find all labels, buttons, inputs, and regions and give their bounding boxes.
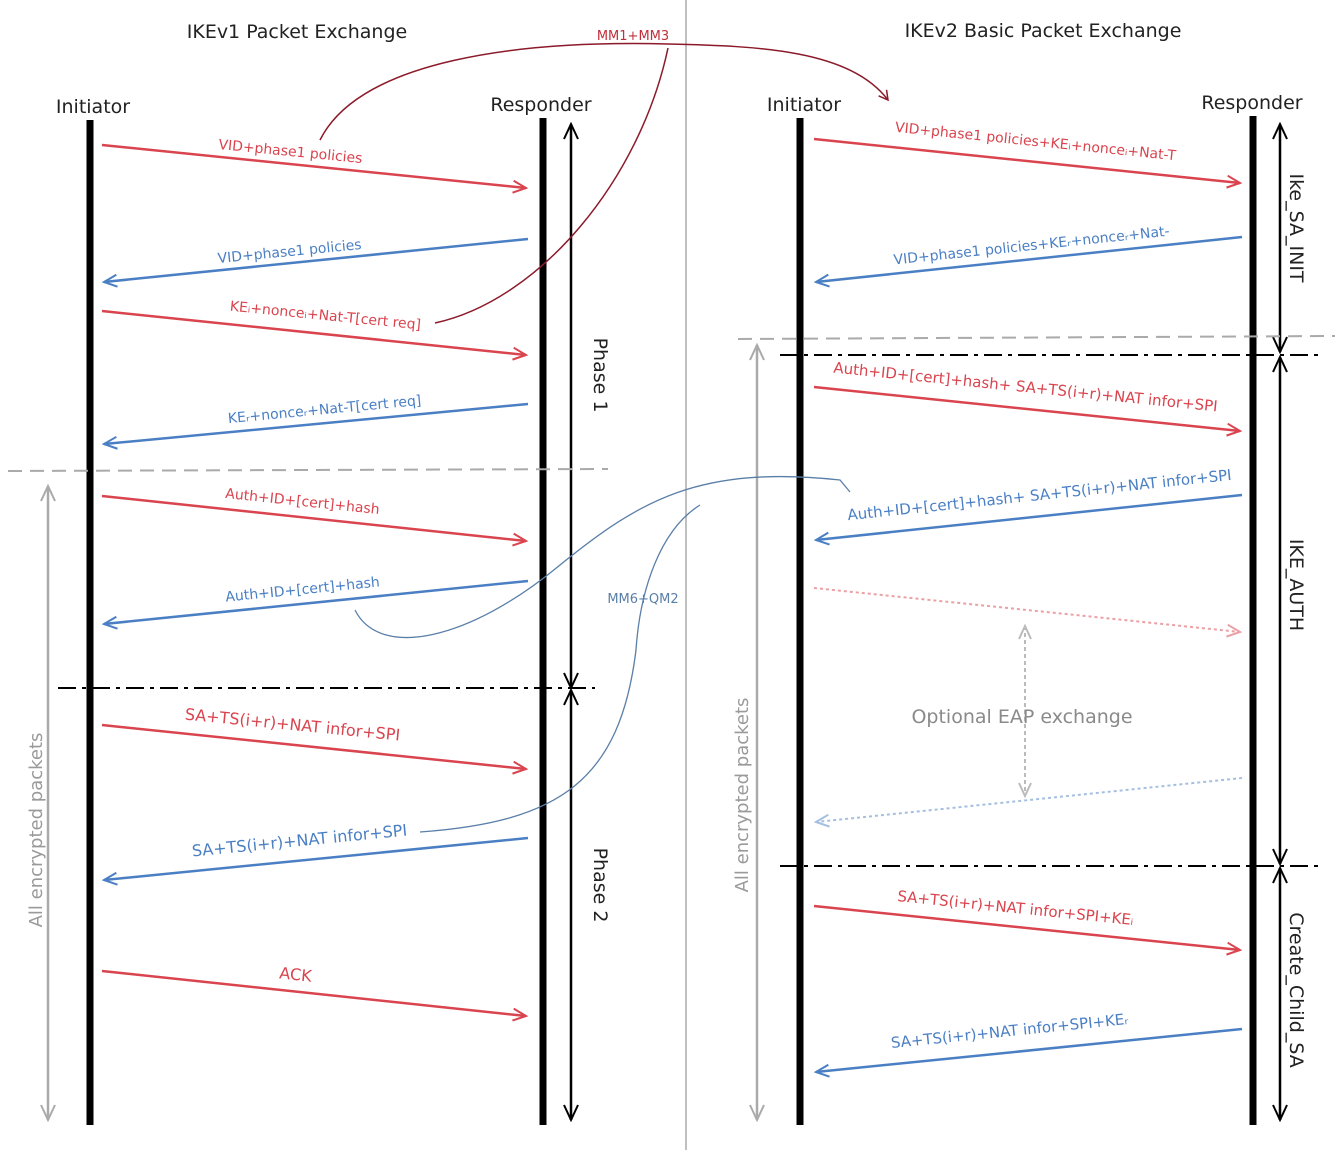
ikev2-msg-1-label: VID+phase1 policies+KEᵢ+nonceᵢ+Nat-T bbox=[894, 120, 1177, 164]
ikev2-encryption-divider bbox=[737, 335, 1335, 340]
ikev2-msg-5-arrow bbox=[813, 904, 1240, 950]
ikev1-msg-5-label: Auth+ID+[cert]+hash bbox=[224, 486, 380, 518]
ikev1-msg-8-label: SA+TS(i+r)+NAT infor+SPI bbox=[191, 821, 408, 861]
mm1-mm3-label: MM1+MM3 bbox=[597, 29, 669, 44]
ikev1-msg-5-arrow bbox=[101, 494, 526, 541]
eap-label: Optional EAP exchange bbox=[911, 706, 1132, 728]
ikev1-msg-1-arrow bbox=[101, 143, 526, 188]
ikev2-msg-6-arrow bbox=[816, 1027, 1243, 1072]
ikev2-title: IKEv2 Basic Packet Exchange bbox=[905, 20, 1182, 42]
mm6-qm2-curve-lower bbox=[419, 504, 701, 833]
phase2-label: Phase 2 bbox=[589, 848, 611, 923]
ikev1-encrypted-label: All encrypted packets bbox=[26, 733, 47, 928]
mm6-qm2-label: MM6+QM2 bbox=[607, 592, 678, 607]
ikev2-msg-3-label: Auth+ID+[cert]+hash+ SA+TS(i+r)+NAT info… bbox=[833, 359, 1219, 416]
child-sa-label: Create_Child_SA bbox=[1285, 912, 1307, 1067]
ikev1-msg-6-arrow bbox=[104, 579, 529, 624]
eap-request-arrow bbox=[813, 587, 1240, 632]
ikev1-msg-7-arrow bbox=[101, 723, 526, 769]
ikev2-encrypted-label: All encrypted packets bbox=[732, 698, 753, 893]
ikev1-msg-9-label: ACK bbox=[279, 963, 314, 985]
ikev2-msg-2-arrow bbox=[816, 235, 1243, 282]
ikev1-msg-1-label: VID+phase1 policies bbox=[218, 137, 363, 167]
ikev1-msg-6-label: Auth+ID+[cert]+hash bbox=[225, 574, 381, 605]
ikev2-msg-6-label: SA+TS(i+r)+NAT infor+SPI+KEᵣ bbox=[890, 1010, 1129, 1052]
mm1-mm3-curve bbox=[319, 42, 889, 141]
ikev1-encryption-divider bbox=[7, 468, 609, 472]
mm6-qm2-curve-upper bbox=[354, 475, 851, 639]
ikev1-msg-8-arrow bbox=[104, 836, 529, 880]
ike-auth-label: IKE_AUTH bbox=[1285, 539, 1307, 631]
ikev1-initiator-label: Initiator bbox=[56, 96, 130, 118]
mm1-mm3-curve-lower bbox=[434, 47, 669, 324]
ikev1-msg-2-arrow bbox=[104, 237, 529, 282]
eap-response-arrow bbox=[816, 777, 1243, 822]
ikev1-msg-7-label: SA+TS(i+r)+NAT infor+SPI bbox=[184, 705, 401, 745]
ikev1-msg-4-arrow bbox=[104, 402, 529, 444]
ikev2-msg-3-arrow bbox=[813, 385, 1240, 431]
ikev2-msg-2-label: VID+phase1 policies+KEᵣ+nonceᵣ+Nat- bbox=[893, 224, 1170, 269]
ikev1-responder-label: Responder bbox=[490, 94, 591, 116]
phase1-label: Phase 1 bbox=[589, 338, 611, 413]
sa-init-label: Ike_SA_INIT bbox=[1285, 173, 1307, 282]
ikev2-responder-label: Responder bbox=[1201, 92, 1302, 114]
ikev1-msg-3-arrow bbox=[101, 309, 526, 355]
ikev2-msg-5-label: SA+TS(i+r)+NAT infor+SPI+KEᵢ bbox=[897, 887, 1135, 929]
ikev1-msg-9-arrow bbox=[101, 969, 526, 1016]
ikev1-title: IKEv1 Packet Exchange bbox=[187, 21, 407, 43]
ikev2-initiator-label: Initiator bbox=[767, 94, 841, 116]
ikev2-msg-1-arrow bbox=[813, 137, 1240, 183]
ikev2-msg-4-arrow bbox=[816, 493, 1243, 540]
